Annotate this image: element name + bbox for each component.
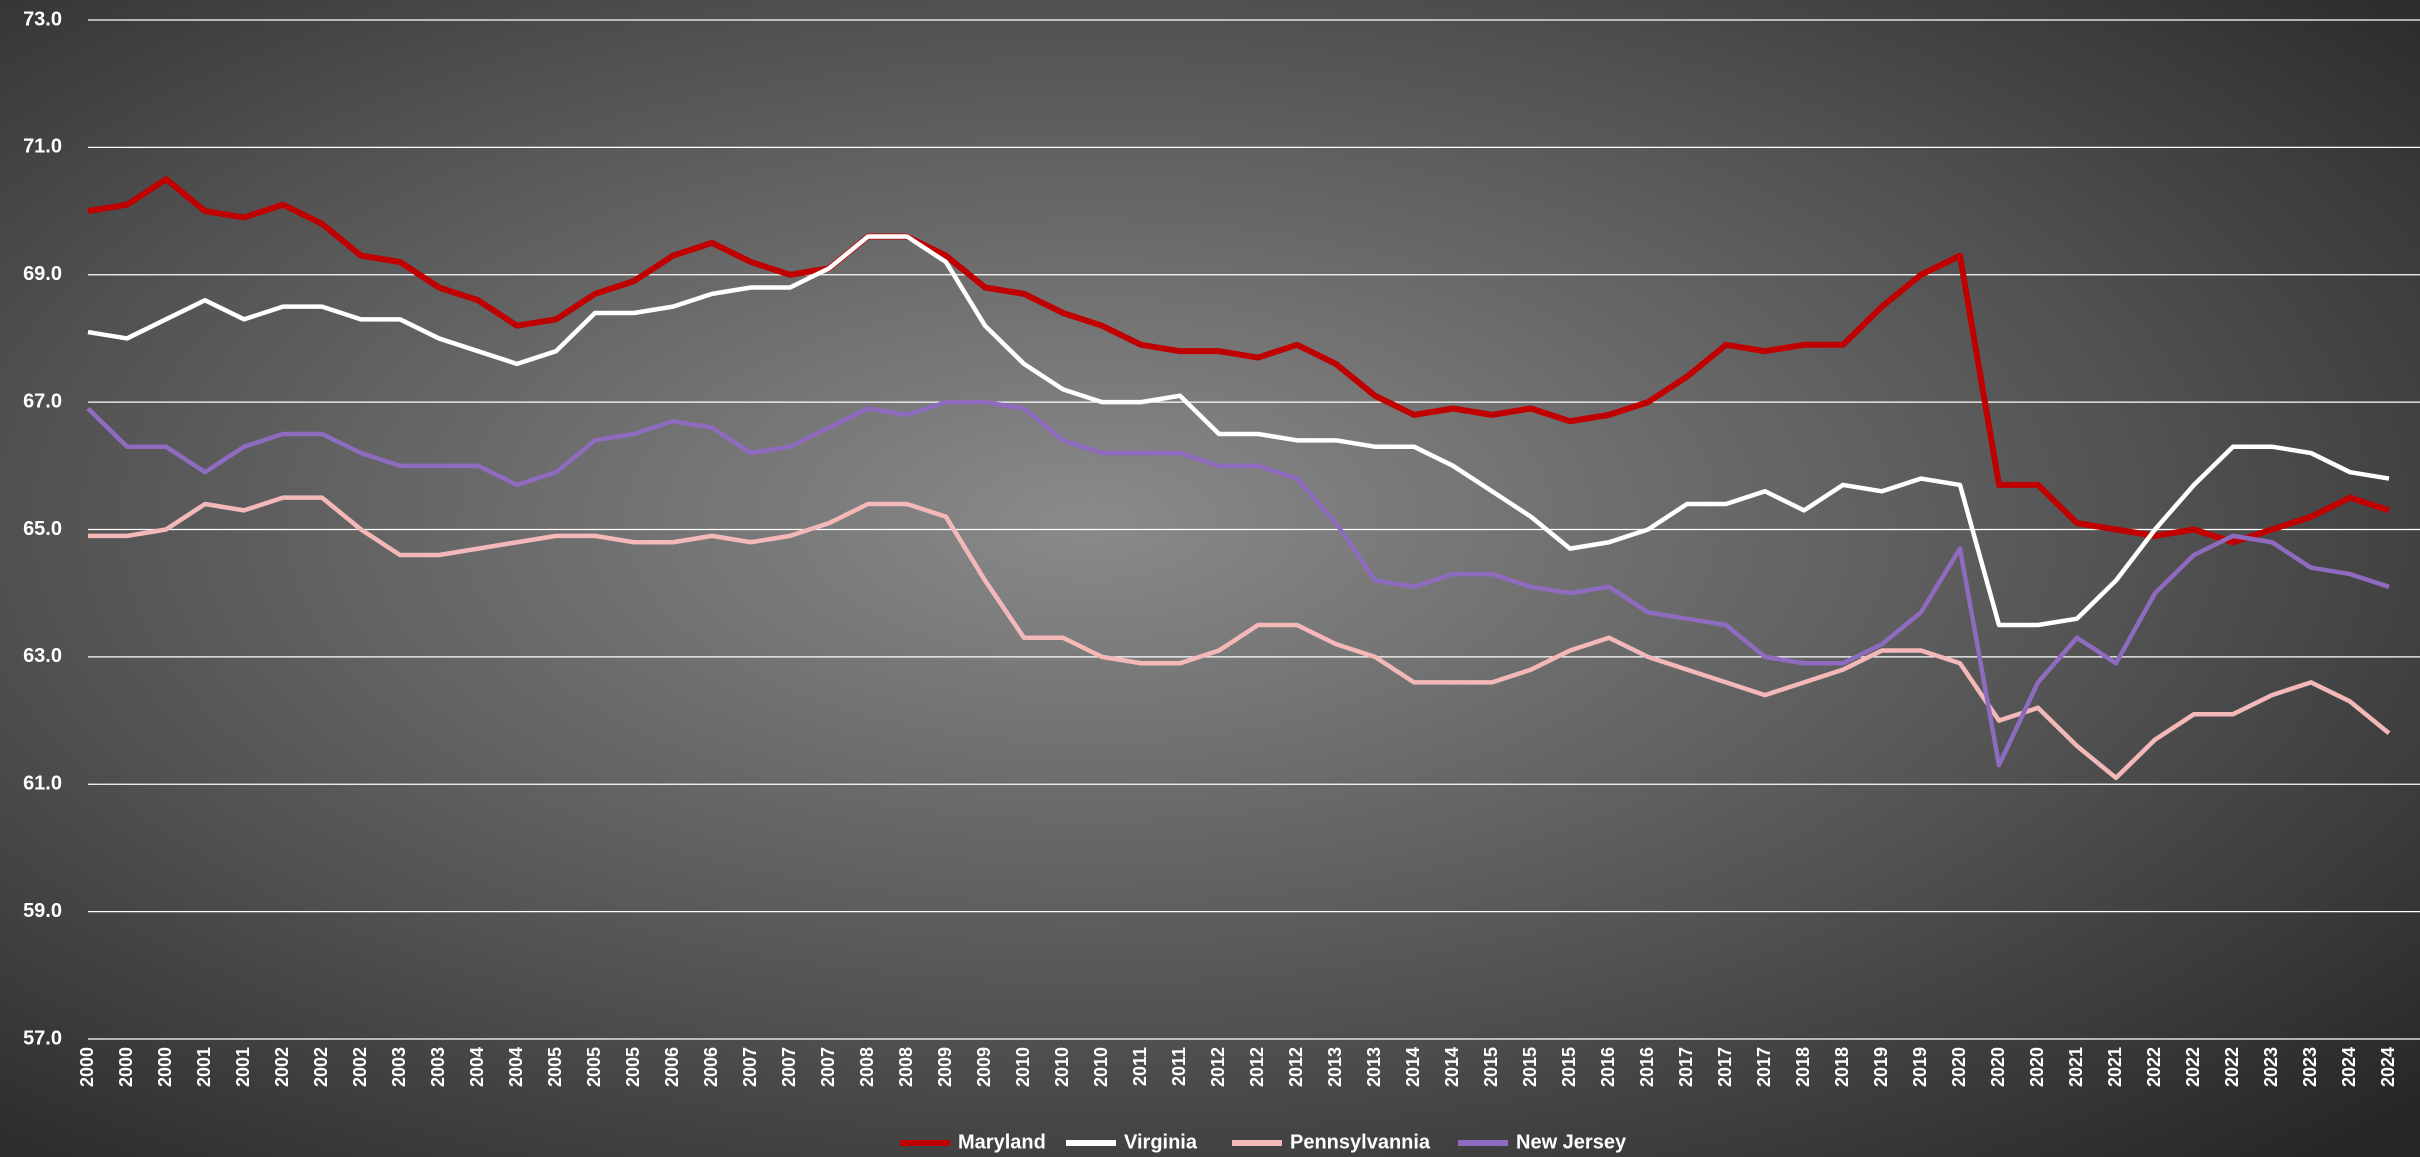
y-tick-label: 61.0 (23, 773, 62, 795)
y-tick-label: 65.0 (23, 518, 62, 540)
x-tick-label: 2014 (1442, 1047, 1462, 1087)
x-tick-label: 2012 (1286, 1047, 1306, 1087)
x-tick-label: 2007 (779, 1047, 799, 1087)
series-line (87, 176, 2390, 546)
legend-label: Pennsylvannia (1290, 1131, 1431, 1153)
y-tick-label: 69.0 (23, 263, 62, 285)
x-tick-label: 2017 (1715, 1047, 1735, 1087)
y-tick-label: 57.0 (23, 1027, 62, 1049)
x-tick-label: 2008 (896, 1047, 916, 1087)
y-tick-label: 67.0 (23, 390, 62, 412)
x-tick-label: 2016 (1637, 1047, 1657, 1087)
x-tick-label: 2015 (1481, 1047, 1501, 1087)
x-tick-label: 2011 (1169, 1047, 1189, 1086)
x-tick-label: 2021 (2066, 1047, 2086, 1087)
x-tick-label: 2010 (1091, 1047, 1111, 1087)
x-tick-label: 2002 (350, 1047, 370, 1087)
y-tick-label: 63.0 (23, 645, 62, 667)
x-tick-label: 2000 (116, 1047, 136, 1087)
x-tick-label: 2004 (467, 1047, 487, 1087)
x-tick-label: 2022 (2183, 1047, 2203, 1087)
x-tick-label: 2020 (1949, 1047, 1969, 1087)
x-tick-label: 2001 (233, 1047, 253, 1087)
x-tick-label: 2003 (428, 1047, 448, 1087)
x-tick-label: 2015 (1520, 1047, 1540, 1087)
x-tick-label: 2018 (1832, 1047, 1852, 1087)
x-tick-label: 2024 (2378, 1047, 2398, 1087)
x-tick-label: 2010 (1013, 1047, 1033, 1087)
x-tick-label: 2005 (584, 1047, 604, 1087)
x-tick-label: 2010 (1052, 1047, 1072, 1087)
x-tick-label: 2000 (155, 1047, 175, 1087)
series-line (87, 234, 2390, 628)
x-tick-label: 2013 (1364, 1047, 1384, 1087)
x-tick-label: 2022 (2144, 1047, 2164, 1087)
x-tick-label: 2006 (662, 1047, 682, 1087)
y-tick-label: 59.0 (23, 900, 62, 922)
x-tick-label: 2016 (1598, 1047, 1618, 1087)
x-tick-label: 2012 (1247, 1047, 1267, 1087)
x-tick-label: 2017 (1754, 1047, 1774, 1087)
x-tick-label: 2009 (974, 1047, 994, 1087)
x-tick-label: 2019 (1910, 1047, 1930, 1087)
x-tick-label: 2023 (2261, 1047, 2281, 1087)
x-tick-label: 2005 (545, 1047, 565, 1087)
x-tick-label: 2002 (272, 1047, 292, 1087)
x-tick-label: 2004 (506, 1047, 526, 1087)
x-tick-label: 2019 (1871, 1047, 1891, 1087)
x-tick-label: 2011 (1130, 1047, 1150, 1086)
x-tick-label: 2020 (2027, 1047, 2047, 1087)
x-tick-label: 2003 (389, 1047, 409, 1087)
x-tick-label: 2023 (2300, 1047, 2320, 1087)
x-tick-label: 2001 (194, 1047, 214, 1087)
x-tick-label: 2024 (2339, 1047, 2359, 1087)
x-tick-label: 2021 (2105, 1047, 2125, 1087)
series-line (86, 399, 2390, 768)
x-tick-label: 2000 (77, 1047, 97, 1087)
series-line (88, 495, 2391, 781)
y-tick-label: 73.0 (23, 8, 62, 30)
x-tick-label: 2008 (857, 1047, 877, 1087)
x-tick-label: 2017 (1676, 1047, 1696, 1087)
legend-label: New Jersey (1516, 1131, 1627, 1153)
x-tick-label: 2018 (1793, 1047, 1813, 1087)
x-tick-label: 2012 (1208, 1047, 1228, 1087)
x-tick-label: 2020 (1988, 1047, 2008, 1087)
x-tick-label: 2007 (740, 1047, 760, 1087)
x-tick-label: 2002 (311, 1047, 331, 1087)
x-tick-label: 2022 (2222, 1047, 2242, 1087)
x-tick-label: 2013 (1325, 1047, 1345, 1087)
x-tick-label: 2015 (1559, 1047, 1579, 1087)
y-tick-label: 71.0 (23, 136, 62, 158)
x-tick-label: 2009 (935, 1047, 955, 1087)
legend-label: Virginia (1124, 1131, 1198, 1153)
x-tick-label: 2014 (1403, 1047, 1423, 1087)
x-tick-label: 2007 (818, 1047, 838, 1087)
legend-label: Maryland (958, 1131, 1046, 1153)
x-tick-label: 2006 (701, 1047, 721, 1087)
x-tick-label: 2005 (623, 1047, 643, 1087)
